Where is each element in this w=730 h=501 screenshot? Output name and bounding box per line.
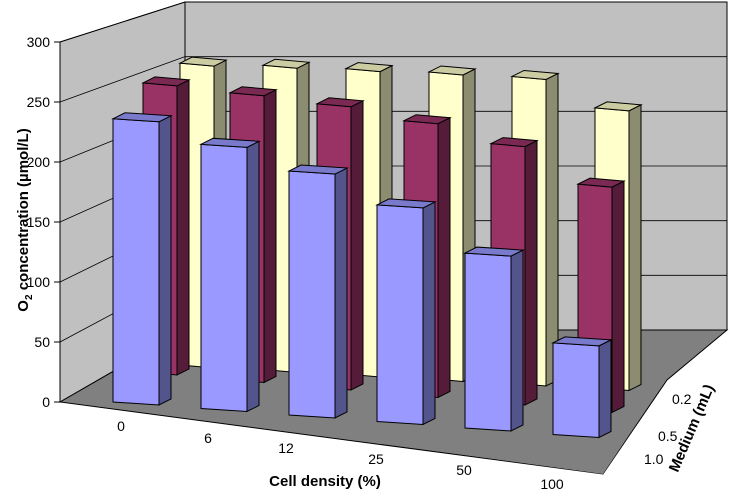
bar-front: [200, 143, 248, 413]
bar-side: [545, 72, 559, 387]
x-tick-label: 50: [456, 462, 472, 478]
bar-top: [344, 62, 394, 73]
bar-top: [463, 246, 525, 257]
y-tick-label: 200: [27, 154, 51, 170]
y-tick-label: 250: [27, 94, 51, 110]
bar-top: [178, 56, 228, 67]
bar-front: [376, 204, 424, 426]
gridline-left: [59, 1, 186, 43]
bar-side: [598, 339, 612, 439]
bar-side: [158, 114, 172, 406]
z-tick-label: 0.2: [672, 391, 692, 407]
bar-top: [261, 58, 311, 69]
bar-top: [593, 101, 643, 112]
y-axis-title-rest: concentration (µmol/L): [15, 128, 32, 294]
x-axis-title: Cell density (%): [269, 473, 381, 490]
bars: [111, 56, 643, 439]
bar-side: [263, 88, 277, 384]
bar-side: [524, 139, 538, 406]
bar-top: [287, 164, 349, 175]
z-tick-label: 0.5: [658, 428, 678, 444]
x-tick-labels: 0 6 12 25 50 100: [117, 418, 564, 492]
bar-side: [176, 79, 190, 376]
y-axis-title-main: O: [15, 300, 32, 312]
x-tick-label: 6: [204, 430, 212, 446]
z-tick-labels: 1.0 0.5 0.2: [644, 391, 692, 467]
bar-side: [350, 99, 364, 391]
bar-front: [112, 118, 160, 406]
gridline-left: [59, 56, 186, 103]
y-tick-label: 150: [27, 214, 51, 230]
y-tick-label: 100: [27, 274, 51, 290]
bar-top: [551, 336, 613, 347]
x-tick-label: 100: [540, 476, 564, 492]
bar-top: [111, 112, 173, 123]
bar-top: [510, 69, 560, 80]
bar-front: [464, 252, 512, 432]
bar-side: [510, 249, 524, 432]
y-tick-label: 300: [27, 34, 51, 50]
bar-side: [246, 140, 260, 413]
bar-top: [199, 137, 261, 148]
bar-top: [489, 137, 539, 148]
y-tick-label: 0: [42, 394, 50, 410]
bar-side: [422, 201, 436, 426]
x-tick-label: 12: [278, 440, 294, 456]
y-tick-labels: 0 50 100 150 200 250 300: [27, 34, 51, 410]
z-tick-label: 1.0: [644, 451, 664, 467]
bar-1.0-0: [111, 112, 173, 406]
bar-1.0-12: [287, 164, 349, 419]
bar-top: [427, 65, 477, 76]
bar-front: [288, 170, 336, 419]
bar-top: [375, 198, 437, 209]
x-tick-label: 0: [117, 418, 125, 434]
bar-1.0-50: [463, 246, 525, 432]
bar-top: [141, 76, 191, 87]
bar-side: [628, 104, 642, 392]
y-axis-title: O2 concentration (µmol/L): [15, 128, 35, 311]
bar-1.0-6: [199, 137, 261, 413]
bar-top: [576, 177, 626, 188]
x-tick-label: 25: [368, 451, 384, 467]
bar-top: [402, 114, 452, 125]
bar-top: [228, 86, 278, 97]
y-tick-label: 50: [34, 334, 50, 350]
bar-side: [611, 180, 625, 414]
bar-front: [552, 342, 600, 439]
bar-top: [315, 97, 365, 108]
y-axis-title-sub: 2: [24, 294, 35, 300]
bar-1.0-100: [551, 336, 613, 439]
bar-side: [437, 116, 451, 399]
bar-1.0-25: [375, 198, 437, 426]
bar-side: [334, 167, 348, 419]
